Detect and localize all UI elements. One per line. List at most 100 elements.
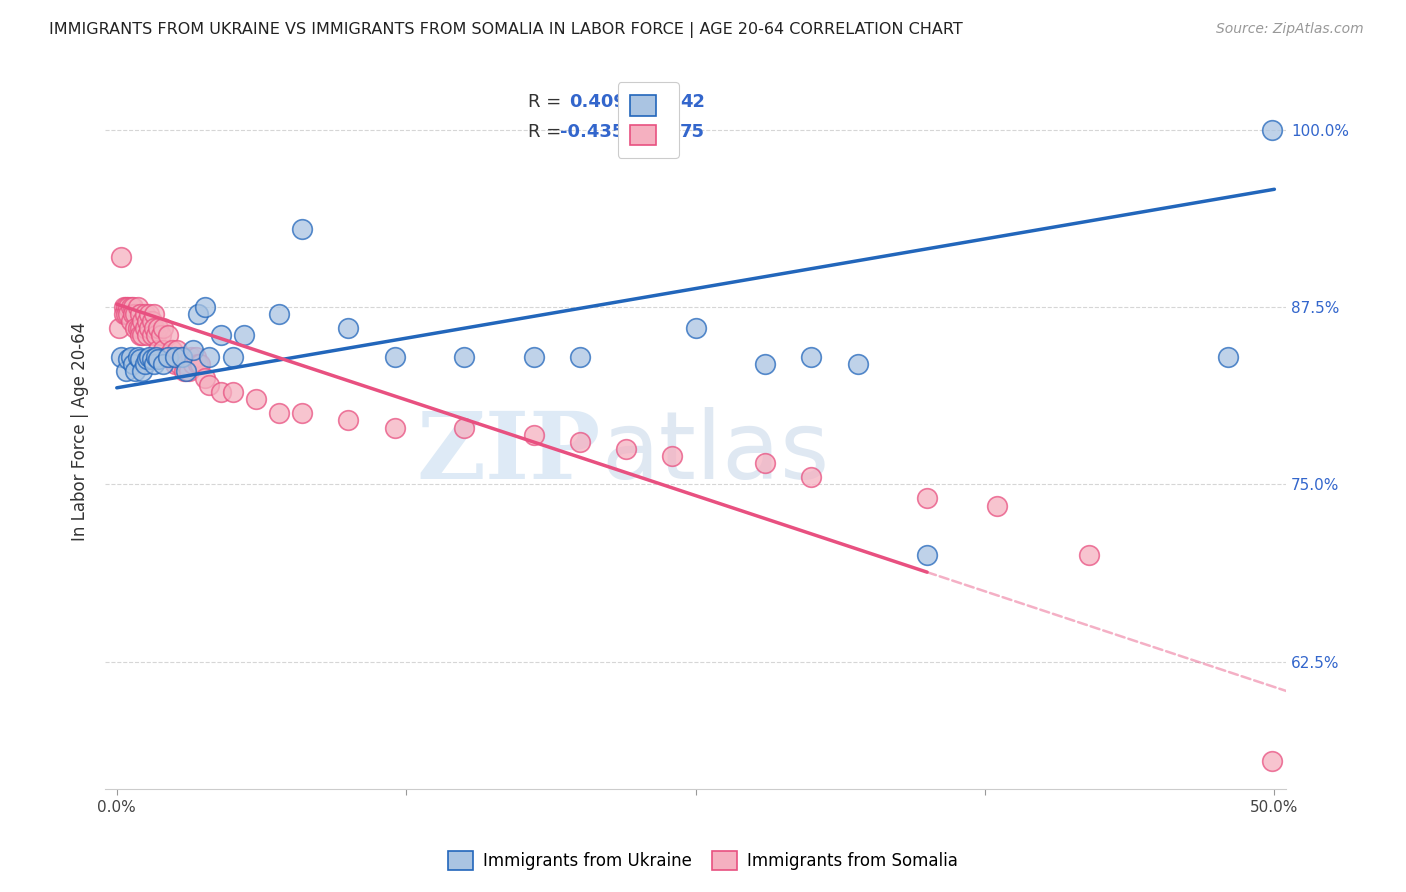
Point bbox=[134, 321, 156, 335]
Point bbox=[110, 250, 132, 264]
Point bbox=[145, 350, 167, 364]
Point bbox=[986, 499, 1008, 513]
Point bbox=[134, 307, 156, 321]
Point bbox=[245, 392, 267, 406]
Point bbox=[174, 357, 197, 371]
Point bbox=[453, 420, 475, 434]
Point bbox=[800, 350, 823, 364]
Point bbox=[117, 307, 139, 321]
Point bbox=[174, 364, 197, 378]
Text: N =: N = bbox=[634, 123, 686, 142]
Point bbox=[122, 300, 145, 314]
Point bbox=[115, 364, 138, 378]
Point bbox=[163, 350, 186, 364]
Point bbox=[131, 328, 153, 343]
Legend: , : , bbox=[617, 82, 679, 158]
Point bbox=[141, 352, 163, 367]
Text: R =: R = bbox=[527, 123, 567, 142]
Point bbox=[522, 427, 544, 442]
Point bbox=[131, 314, 153, 328]
Point bbox=[209, 385, 232, 400]
Point bbox=[152, 321, 174, 335]
Point bbox=[156, 350, 179, 364]
Point bbox=[800, 470, 823, 484]
Point bbox=[184, 350, 207, 364]
Point bbox=[337, 413, 360, 427]
Point bbox=[138, 307, 160, 321]
Point bbox=[129, 307, 152, 321]
Point bbox=[141, 314, 163, 328]
Text: 0.409: 0.409 bbox=[569, 93, 626, 111]
Point bbox=[1261, 754, 1284, 768]
Point bbox=[194, 300, 217, 314]
Text: 42: 42 bbox=[681, 93, 706, 111]
Point bbox=[135, 314, 157, 328]
Point bbox=[112, 300, 135, 314]
Point bbox=[127, 321, 149, 335]
Point bbox=[134, 357, 156, 371]
Point bbox=[453, 350, 475, 364]
Point bbox=[291, 406, 314, 420]
Point bbox=[138, 350, 160, 364]
Point bbox=[117, 352, 139, 367]
Point bbox=[187, 307, 209, 321]
Point bbox=[170, 350, 193, 364]
Point bbox=[138, 321, 160, 335]
Point bbox=[169, 357, 191, 371]
Point bbox=[145, 328, 167, 343]
Point bbox=[112, 307, 135, 321]
Point bbox=[267, 406, 290, 420]
Point bbox=[129, 321, 152, 335]
Point bbox=[198, 350, 221, 364]
Point bbox=[267, 307, 290, 321]
Point bbox=[148, 343, 170, 357]
Point bbox=[1216, 350, 1239, 364]
Point bbox=[115, 300, 138, 314]
Point bbox=[198, 378, 221, 392]
Point bbox=[148, 352, 170, 367]
Point bbox=[120, 350, 142, 364]
Point bbox=[915, 491, 938, 506]
Point bbox=[754, 357, 776, 371]
Point bbox=[159, 350, 181, 364]
Point bbox=[142, 357, 165, 371]
Text: ZIP: ZIP bbox=[416, 408, 602, 498]
Point bbox=[141, 328, 163, 343]
Point bbox=[124, 364, 146, 378]
Point bbox=[915, 548, 938, 562]
Point bbox=[522, 350, 544, 364]
Point bbox=[170, 350, 193, 364]
Point bbox=[145, 350, 167, 364]
Text: IMMIGRANTS FROM UKRAINE VS IMMIGRANTS FROM SOMALIA IN LABOR FORCE | AGE 20-64 CO: IMMIGRANTS FROM UKRAINE VS IMMIGRANTS FR… bbox=[49, 22, 963, 38]
Point bbox=[384, 350, 406, 364]
Point bbox=[129, 328, 152, 343]
Point bbox=[233, 328, 256, 343]
Y-axis label: In Labor Force | Age 20-64: In Labor Force | Age 20-64 bbox=[72, 321, 89, 541]
Point bbox=[181, 343, 204, 357]
Text: 75: 75 bbox=[681, 123, 706, 142]
Text: R =: R = bbox=[527, 93, 572, 111]
Point bbox=[188, 357, 211, 371]
Point bbox=[291, 222, 314, 236]
Point bbox=[754, 456, 776, 470]
Point bbox=[108, 321, 131, 335]
Point bbox=[162, 343, 184, 357]
Point bbox=[187, 357, 209, 371]
Point bbox=[120, 314, 142, 328]
Point bbox=[120, 300, 142, 314]
Point bbox=[194, 371, 217, 385]
Point bbox=[221, 385, 243, 400]
Text: N =: N = bbox=[634, 93, 686, 111]
Point bbox=[152, 357, 174, 371]
Point bbox=[115, 307, 138, 321]
Point bbox=[180, 350, 202, 364]
Point bbox=[110, 350, 132, 364]
Point bbox=[142, 321, 165, 335]
Point bbox=[173, 364, 195, 378]
Point bbox=[135, 328, 157, 343]
Point bbox=[142, 307, 165, 321]
Point bbox=[614, 442, 637, 456]
Point bbox=[177, 364, 200, 378]
Text: -0.435: -0.435 bbox=[560, 123, 624, 142]
Point bbox=[122, 307, 145, 321]
